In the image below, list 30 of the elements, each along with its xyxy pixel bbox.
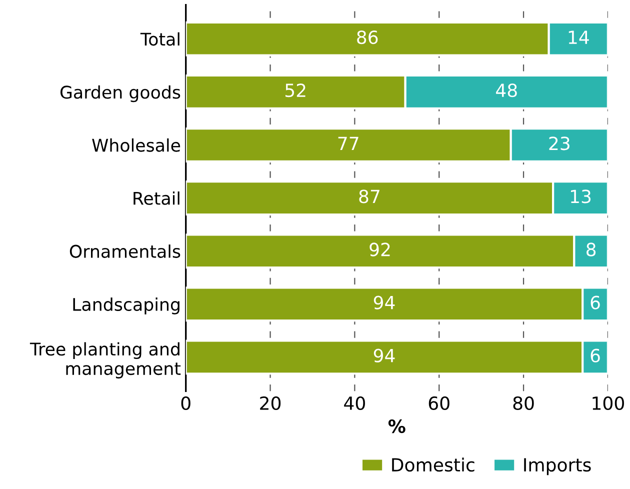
x-tick-label: 80: [513, 396, 534, 410]
data-label: 48: [496, 84, 517, 98]
data-label: 94: [374, 348, 395, 362]
x-axis-title: %: [388, 419, 406, 434]
data-label: 94: [374, 296, 395, 310]
x-tick-label: 20: [260, 396, 281, 410]
y-tick-label: Retail: [134, 191, 180, 205]
y-tick-label: Wholesale: [92, 138, 180, 152]
x-tick-label: 0: [181, 396, 190, 410]
y-tick-label: Landscaping: [73, 298, 180, 314]
y-tick-label: Tree planting and management: [30, 342, 181, 378]
x-tick-label: 60: [428, 396, 450, 410]
x-tick-label: 100: [592, 396, 624, 410]
y-tick-label: Ornamentals: [70, 244, 180, 258]
data-label: 77: [338, 136, 358, 150]
y-tick-label: Garden goods: [60, 85, 180, 102]
data-label: 6: [590, 348, 600, 362]
x-tick-label: 40: [344, 396, 365, 410]
y-tick-label: Total: [140, 32, 180, 46]
data-label: 52: [286, 84, 306, 98]
legend-label: Domestic: [392, 458, 474, 472]
data-label: 86: [357, 30, 378, 44]
data-label: 13: [571, 190, 591, 204]
data-label: 8: [586, 242, 596, 256]
data-label: 14: [568, 30, 589, 44]
data-label: 6: [590, 296, 600, 310]
data-label: 87: [359, 190, 380, 204]
legend-label: Imports: [524, 458, 591, 476]
data-label: 92: [370, 242, 390, 256]
data-label: 23: [549, 136, 570, 150]
